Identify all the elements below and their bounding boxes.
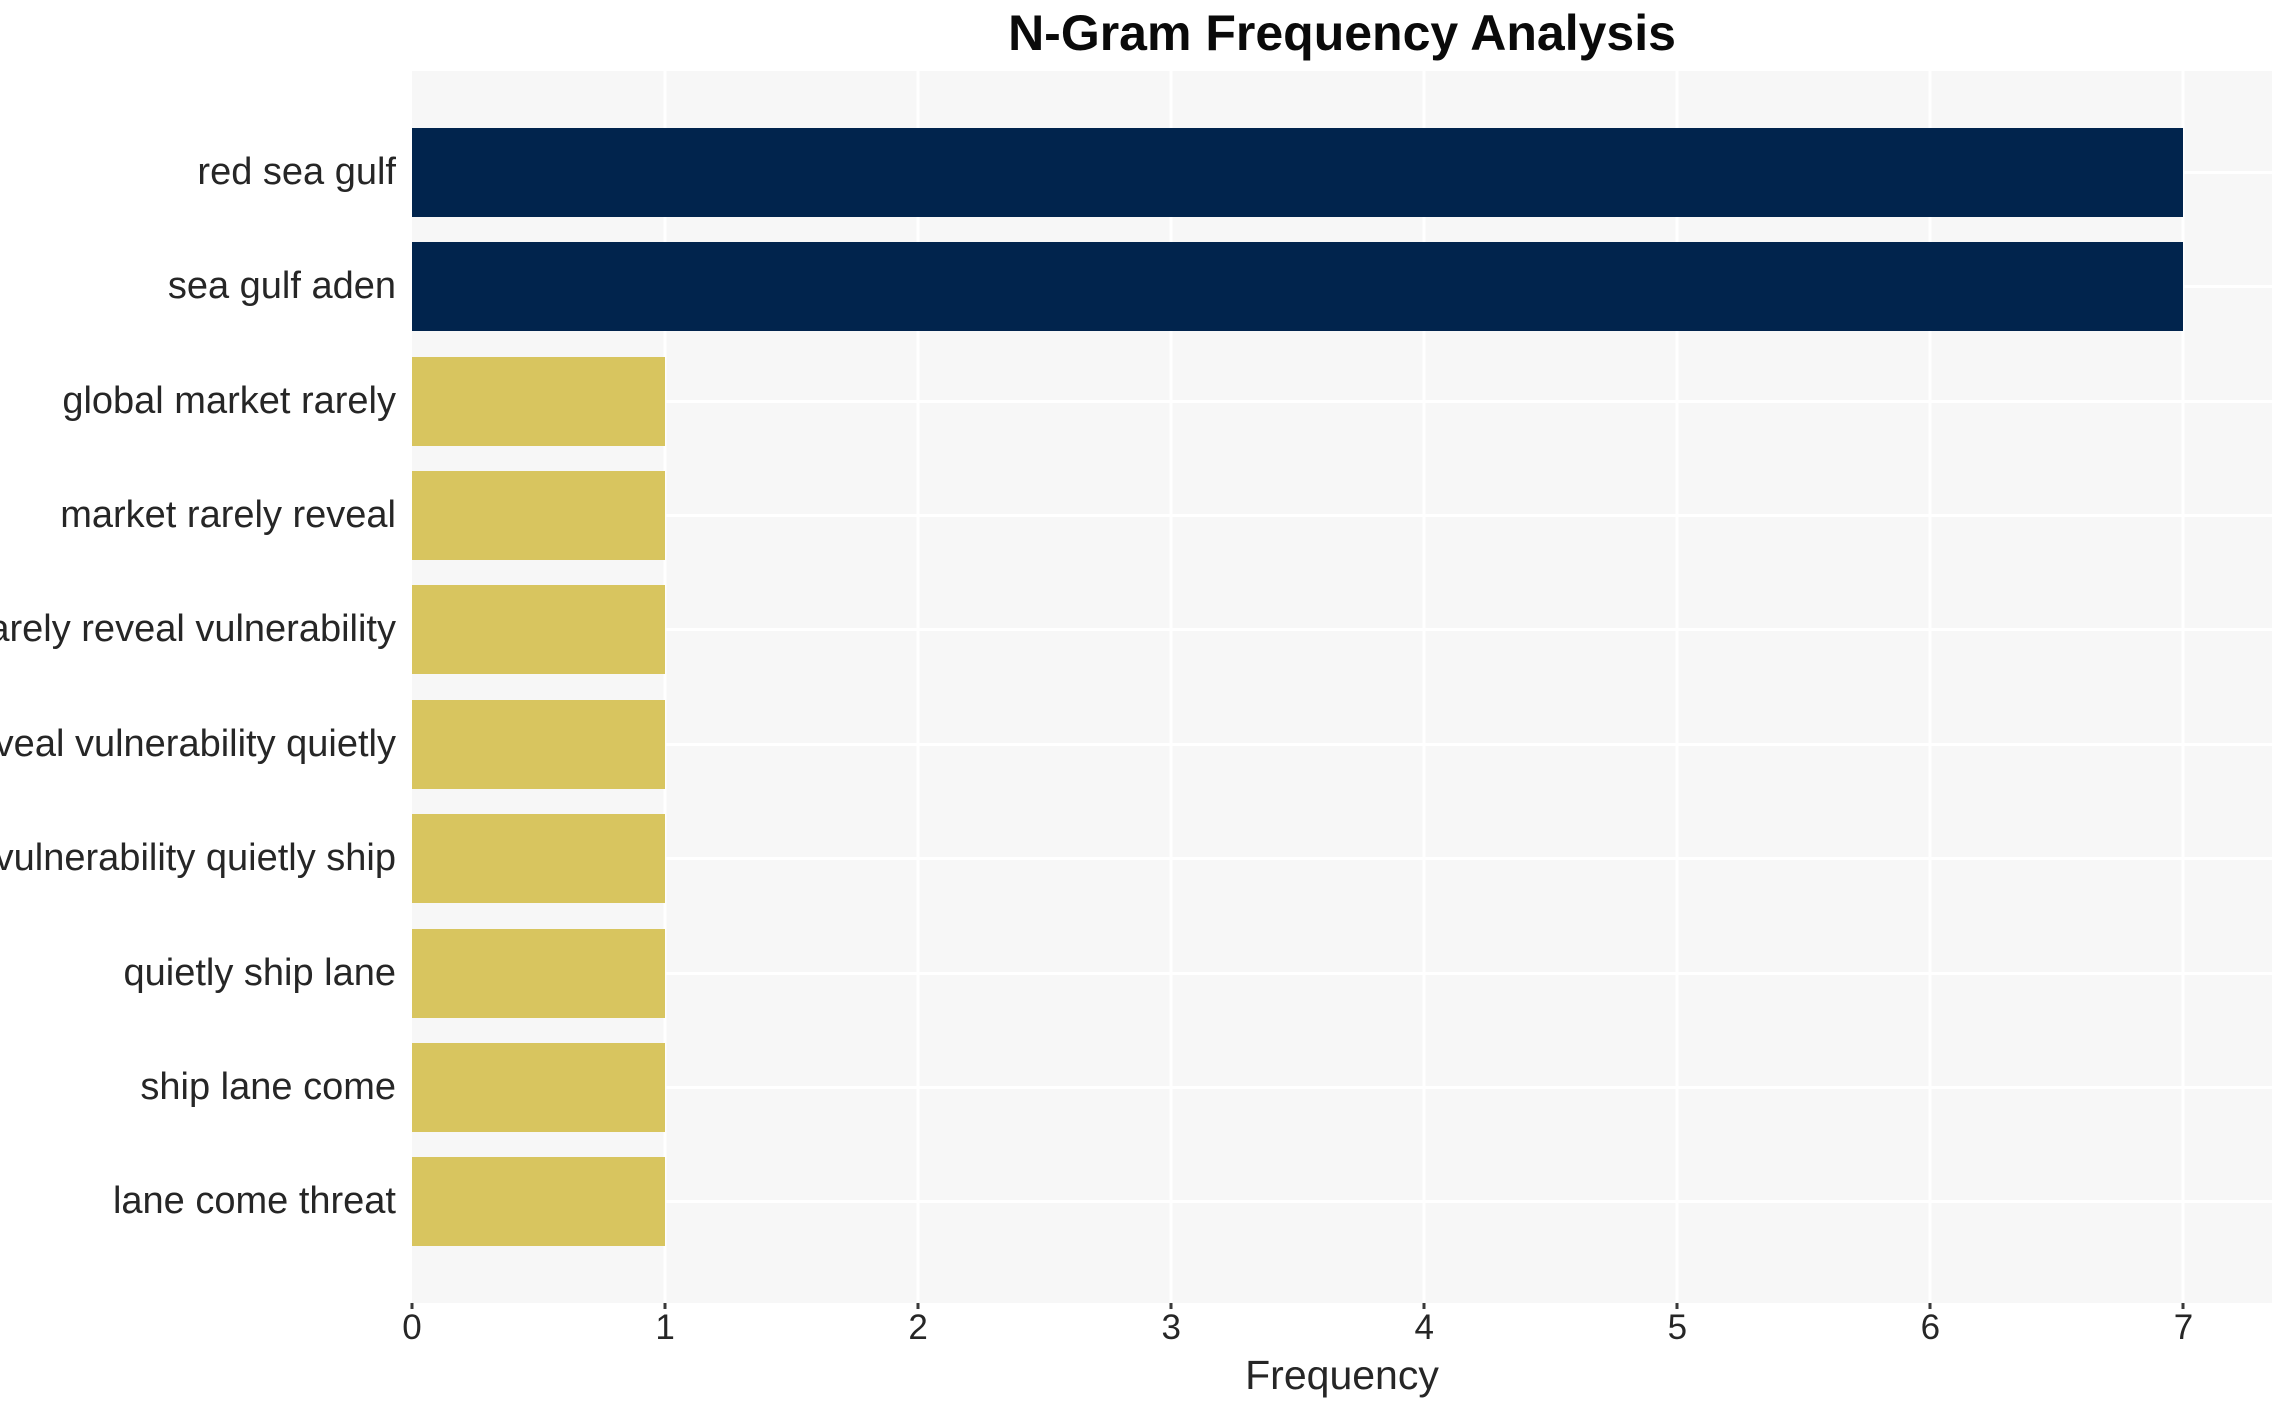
y-tick-label: lane come threat <box>112 1180 396 1223</box>
y-tick-row: red sea gulf <box>0 115 396 229</box>
y-tick-label: vulnerability quietly ship <box>0 837 396 880</box>
bar-row <box>412 1030 2272 1144</box>
y-tick-label: global market rarely <box>62 379 396 422</box>
x-gridline <box>916 71 920 1303</box>
x-gridline <box>1169 71 1173 1303</box>
x-tick-mark <box>1422 1303 1426 1309</box>
x-tick-mark <box>663 1303 667 1309</box>
x-tick-label: 1 <box>655 1308 675 1347</box>
x-tick-mark <box>1675 1303 1679 1309</box>
y-gridline <box>412 513 2272 517</box>
bar-row <box>412 1145 2272 1259</box>
x-tick-label: 7 <box>2173 1308 2194 1347</box>
x-gridline <box>1675 71 1679 1303</box>
x-tick-mark <box>1169 1303 1173 1309</box>
bar-row <box>412 229 2272 343</box>
bar <box>412 814 666 904</box>
y-tick-row: sea gulf aden <box>0 229 396 343</box>
bar <box>412 127 2184 217</box>
bar <box>412 928 666 1018</box>
x-tick-mark <box>410 1303 414 1309</box>
x-tick-label: 0 <box>402 1308 422 1347</box>
x-gridline <box>663 71 667 1303</box>
x-tick-mark <box>916 1303 920 1309</box>
y-tick-label: ship lane come <box>140 1065 396 1108</box>
y-tick-label: red sea gulf <box>197 150 396 193</box>
bar <box>412 242 2184 332</box>
bar <box>412 1042 666 1132</box>
y-tick-label: rarely reveal vulnerability <box>0 608 396 651</box>
y-tick-row: lane come threat <box>0 1145 396 1259</box>
y-tick-row: market rarely reveal <box>0 458 396 572</box>
y-gridline <box>412 971 2272 975</box>
y-tick-row: rarely reveal vulnerability <box>0 573 396 687</box>
x-gridline <box>2181 71 2185 1303</box>
y-tick-label: market rarely reveal <box>60 493 396 536</box>
bar <box>412 470 666 560</box>
x-tick-label: 2 <box>908 1308 928 1347</box>
y-gridline <box>412 399 2272 403</box>
x-tick-label: 5 <box>1667 1308 1688 1347</box>
y-tick-label: reveal vulnerability quietly <box>0 722 396 765</box>
y-tick-row: global market rarely <box>0 344 396 458</box>
bar-row <box>412 801 2272 915</box>
bar-row <box>412 458 2272 572</box>
x-gridline <box>1928 71 1932 1303</box>
x-axis-label: Frequency <box>1245 1352 1439 1398</box>
chart-title: N-Gram Frequency Analysis <box>1008 5 1676 61</box>
y-gridline <box>412 742 2272 746</box>
bar-row <box>412 344 2272 458</box>
y-tick-row: reveal vulnerability quietly <box>0 687 396 801</box>
y-tick-label: quietly ship lane <box>123 951 396 994</box>
y-tick-row: quietly ship lane <box>0 916 396 1030</box>
y-tick-row: ship lane come <box>0 1030 396 1144</box>
bar <box>412 1157 666 1247</box>
y-gridline <box>412 857 2272 861</box>
y-gridline <box>412 628 2272 632</box>
y-gridline <box>412 1085 2272 1089</box>
bar-row <box>412 687 2272 801</box>
bar-row <box>412 916 2272 1030</box>
x-tick-label: 6 <box>1920 1308 1941 1347</box>
x-axis-ticks: 0 1 2 3 4 5 6 7 <box>402 1303 2272 1352</box>
x-tick-label: 3 <box>1161 1308 1181 1347</box>
bar <box>412 585 666 675</box>
bar <box>412 699 666 789</box>
bar <box>412 356 666 446</box>
y-axis-labels: red sea gulf sea gulf aden global market r… <box>0 115 396 1259</box>
y-gridline <box>412 1200 2272 1204</box>
x-tick-label: 4 <box>1414 1308 1434 1347</box>
x-tick-mark <box>2181 1303 2185 1309</box>
bar-rows <box>412 115 2272 1259</box>
y-tick-label: sea gulf aden <box>167 265 396 308</box>
x-gridline <box>1422 71 1426 1303</box>
bar-row <box>412 573 2272 687</box>
plot-area <box>412 71 2272 1303</box>
x-tick-mark <box>1928 1303 1932 1309</box>
y-tick-row: vulnerability quietly ship <box>0 801 396 915</box>
bar-row <box>412 115 2272 229</box>
